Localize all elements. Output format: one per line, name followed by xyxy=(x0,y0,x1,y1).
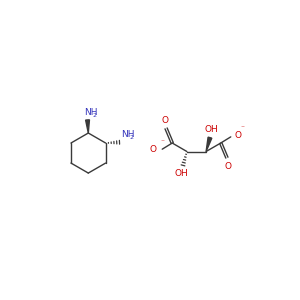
Text: O: O xyxy=(235,131,242,140)
Text: O: O xyxy=(162,116,169,125)
Text: 2: 2 xyxy=(129,135,133,140)
Text: ⁻: ⁻ xyxy=(161,137,165,146)
Text: NH: NH xyxy=(121,130,134,139)
Text: NH: NH xyxy=(85,108,98,117)
Text: O: O xyxy=(224,161,231,170)
Polygon shape xyxy=(206,137,212,152)
Text: OH: OH xyxy=(175,169,188,178)
Text: 2: 2 xyxy=(92,113,97,118)
Polygon shape xyxy=(85,120,89,133)
Text: O: O xyxy=(150,146,157,154)
Text: ⁻: ⁻ xyxy=(240,123,244,132)
Text: OH: OH xyxy=(205,125,218,134)
